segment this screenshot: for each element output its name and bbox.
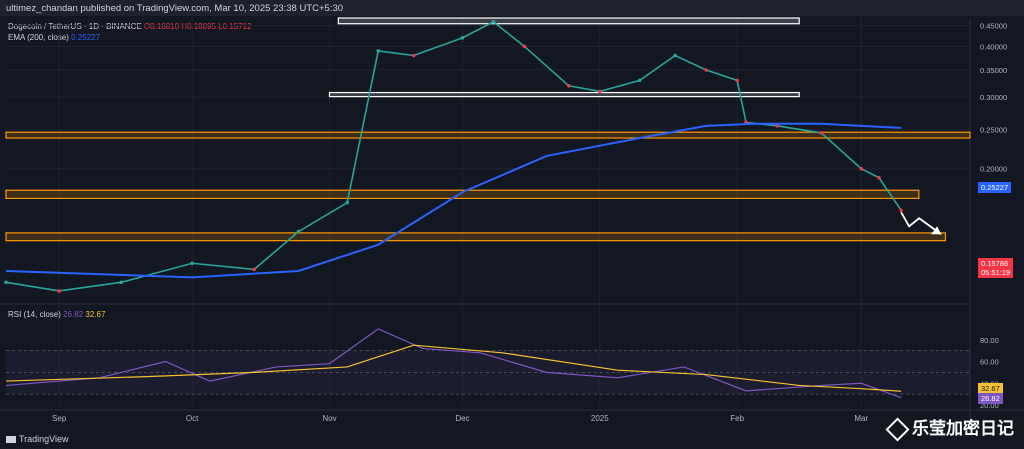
price-point	[57, 289, 61, 293]
tradingview-logo-icon	[6, 436, 16, 444]
last-price-text: 0.15786	[981, 259, 1009, 268]
price-point	[735, 78, 739, 83]
price-point	[899, 208, 903, 213]
price-point	[460, 36, 465, 40]
rsi-ma-badge: 32.67	[978, 383, 1003, 394]
price-point	[119, 280, 124, 285]
tradingview-brand: TradingView	[19, 434, 69, 444]
rsi-tick-label: 60.00	[980, 358, 999, 367]
symbol-title[interactable]: Dogecoin / TetherUS · 1D · BINANCE	[8, 22, 142, 31]
time-tick-label: Feb	[730, 414, 744, 423]
price-point	[190, 261, 194, 266]
price-point	[859, 166, 864, 171]
price-point	[566, 84, 571, 88]
publisher-text: ultimez_chandan published on TradingView…	[6, 3, 344, 14]
rsi-ma-value: 32.67	[85, 310, 106, 319]
price-point	[522, 44, 527, 49]
tradingview-footer[interactable]: TradingView	[6, 434, 69, 444]
price-point	[775, 124, 779, 128]
rsi-value-badge-text: 26.82	[981, 394, 1000, 403]
price-point	[345, 200, 350, 205]
time-tick-label: 2025	[591, 414, 609, 423]
price-legend: Dogecoin / TetherUS · 1D · BINANCE O0.16…	[8, 21, 252, 43]
rsi-ma-badge-text: 32.67	[981, 384, 1000, 393]
price-tick-label: 0.25000	[980, 125, 1007, 134]
rsi-tick-label: 20.00	[980, 401, 999, 410]
price-point	[4, 280, 8, 285]
time-tick-label: Dec	[455, 414, 469, 423]
diamond-logo-icon	[885, 416, 910, 442]
support-zone	[5, 232, 947, 242]
rsi-legend: RSI (14, close) 26.82 32.67	[8, 310, 105, 319]
price-point	[877, 175, 881, 180]
watermark: 乐莹加密日记	[885, 414, 1014, 442]
ema-line	[5, 122, 902, 279]
price-point	[252, 267, 256, 272]
rsi-label[interactable]: RSI (14, close)	[8, 310, 61, 319]
rsi-value-badge: 26.82	[978, 393, 1003, 404]
time-tick-label: Oct	[186, 414, 199, 423]
support-zone	[5, 131, 971, 139]
price-tick-label: 0.35000	[980, 66, 1007, 75]
price-tick-label: 0.30000	[980, 93, 1007, 102]
time-tick-label: Sep	[52, 414, 67, 423]
price-point	[704, 68, 708, 72]
price-tick-label: 0.40000	[980, 42, 1007, 51]
ema-price-badge: 0.25227	[978, 182, 1012, 193]
price-point	[598, 89, 602, 94]
price-point	[376, 49, 381, 53]
price-line	[5, 20, 902, 292]
rsi-line	[5, 328, 902, 399]
price-point	[296, 229, 301, 234]
ema-legend-value: 0.25227	[71, 33, 101, 42]
countdown-text: 05:51:19	[981, 268, 1011, 277]
time-tick-label: Nov	[322, 414, 336, 423]
projection-arrow	[900, 211, 942, 236]
watermark-text: 乐莹加密日记	[912, 419, 1014, 439]
ema-price-badge-text: 0.25227	[981, 183, 1009, 192]
time-tick-label: Mar	[854, 414, 868, 423]
ema-label[interactable]: EMA (200, close)	[8, 33, 69, 42]
last-price-badge: 0.15786 05:51:19	[978, 258, 1014, 278]
publisher-bar: ultimez_chandan published on TradingView…	[0, 0, 1024, 16]
resistance-zone	[328, 91, 800, 98]
price-tick-label: 0.20000	[980, 165, 1007, 174]
price-point	[637, 78, 642, 83]
price-point	[411, 53, 416, 58]
projection-arrowhead	[931, 226, 942, 235]
price-point	[491, 19, 496, 24]
price-tick-label: 0.45000	[980, 22, 1007, 31]
rsi-ma-line	[5, 344, 902, 392]
resistance-zone	[337, 17, 800, 25]
price-point	[819, 131, 824, 135]
rsi-tick-label: 80.00	[980, 336, 999, 345]
support-zone	[5, 189, 920, 200]
rsi-value: 26.82	[63, 310, 84, 319]
ohlc-values: O0.16810 H0.18095 L0.15712	[143, 22, 252, 31]
price-point	[673, 53, 677, 58]
